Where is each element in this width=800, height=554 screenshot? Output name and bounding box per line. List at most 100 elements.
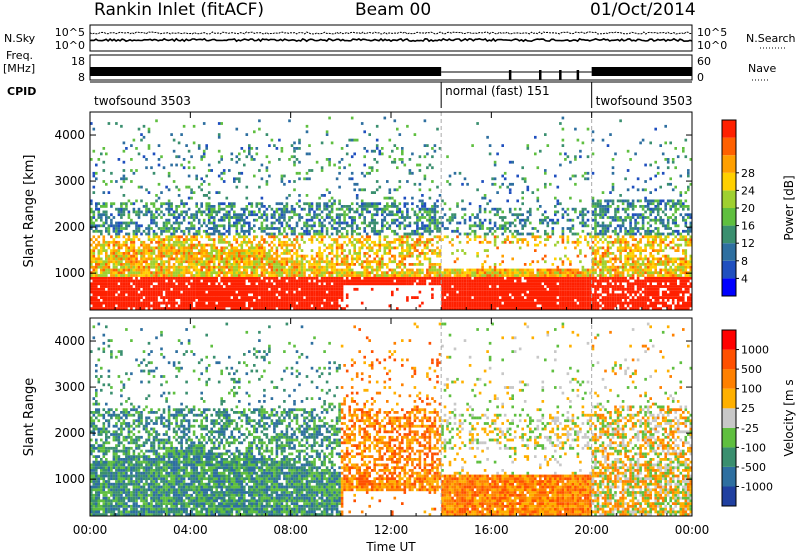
power-cell <box>258 285 261 288</box>
power-cell <box>396 238 399 241</box>
power-cell <box>160 307 163 310</box>
power-cell <box>298 290 301 294</box>
power-cell <box>175 254 178 258</box>
power-cell <box>220 122 223 125</box>
power-cell <box>110 205 113 208</box>
power-cell <box>491 304 494 308</box>
power-cell <box>207 293 211 297</box>
power-cell <box>265 307 269 310</box>
cpid-segment-label: normal (fast) 151 <box>445 84 549 98</box>
power-cell <box>137 224 141 228</box>
power-cell <box>365 232 369 236</box>
power-cell <box>396 274 399 277</box>
power-cell <box>328 293 331 297</box>
power-cell <box>308 177 311 181</box>
power-cell <box>190 196 193 200</box>
power-cell <box>423 210 427 214</box>
power-cell <box>288 293 291 297</box>
power-cell <box>175 279 178 283</box>
power-cell <box>381 152 384 156</box>
power-cell <box>157 144 161 147</box>
power-cell <box>263 285 266 288</box>
power-cell <box>478 268 482 272</box>
power-cell <box>536 279 540 283</box>
power-cell <box>268 285 271 288</box>
power-cell <box>298 194 301 197</box>
power-cell <box>215 307 218 310</box>
power-cell <box>130 202 133 206</box>
power-cell <box>350 171 354 175</box>
power-cell <box>468 232 472 236</box>
power-cell <box>438 147 442 150</box>
power-cell <box>370 268 374 272</box>
power-cell <box>142 271 146 275</box>
power-cell <box>105 304 108 308</box>
power-cell <box>92 274 96 277</box>
power-cell <box>92 254 96 258</box>
power-cell <box>498 207 502 211</box>
power-cell <box>110 260 113 264</box>
power-cell <box>383 246 387 250</box>
power-cell <box>207 268 211 272</box>
power-cell <box>315 307 319 310</box>
power-cell <box>160 265 163 269</box>
power-cell <box>478 296 482 299</box>
power-cell <box>245 260 249 264</box>
power-cell <box>145 265 148 269</box>
power-cell <box>105 182 108 186</box>
power-cell <box>295 290 299 294</box>
power-cell <box>147 304 151 308</box>
power-cell <box>381 276 384 280</box>
power-cell <box>185 202 188 206</box>
power-cell <box>355 282 359 286</box>
power-cell <box>175 240 178 244</box>
power-cell <box>438 235 442 239</box>
power-cell <box>215 191 218 194</box>
power-cell <box>253 285 256 288</box>
power-cell <box>320 290 324 294</box>
power-cell <box>453 290 457 294</box>
power-cell <box>373 224 376 228</box>
power-cell <box>343 257 346 261</box>
power-cell <box>258 202 261 206</box>
power-cell <box>325 246 329 250</box>
power-cell <box>529 207 532 211</box>
power-cell <box>431 271 434 275</box>
power-cell <box>240 260 244 264</box>
power-cell <box>212 265 216 269</box>
power-cell <box>180 213 183 217</box>
power-cell <box>273 279 276 283</box>
power-cell <box>416 276 419 280</box>
power-cell <box>142 298 146 302</box>
power-cell <box>416 271 419 275</box>
power-cell <box>431 216 434 219</box>
power-cell <box>260 257 264 261</box>
power-cell <box>295 224 299 228</box>
power-cell <box>175 287 178 291</box>
power-cell <box>325 263 329 266</box>
power-cell <box>205 232 208 236</box>
power-cell <box>471 229 474 233</box>
power-cell <box>330 290 334 294</box>
power-cell <box>285 224 289 228</box>
power-cell <box>481 196 484 200</box>
power-cell <box>378 152 382 156</box>
power-cell <box>167 240 171 244</box>
power-cell <box>240 274 244 277</box>
power-cell <box>212 227 216 230</box>
power-cell <box>315 252 319 255</box>
power-cell <box>303 254 306 258</box>
power-cell <box>167 246 171 250</box>
power-cell <box>368 202 371 206</box>
power-cell <box>245 271 249 275</box>
power-cell <box>112 304 116 308</box>
power-cell <box>145 304 148 308</box>
power-cell <box>368 254 371 258</box>
power-cell <box>200 304 203 308</box>
power-cell <box>200 177 203 181</box>
power-cell <box>293 213 296 217</box>
power-cell <box>456 307 459 310</box>
power-cell <box>318 249 321 252</box>
power-cell <box>150 298 153 302</box>
power-cell <box>167 171 171 175</box>
